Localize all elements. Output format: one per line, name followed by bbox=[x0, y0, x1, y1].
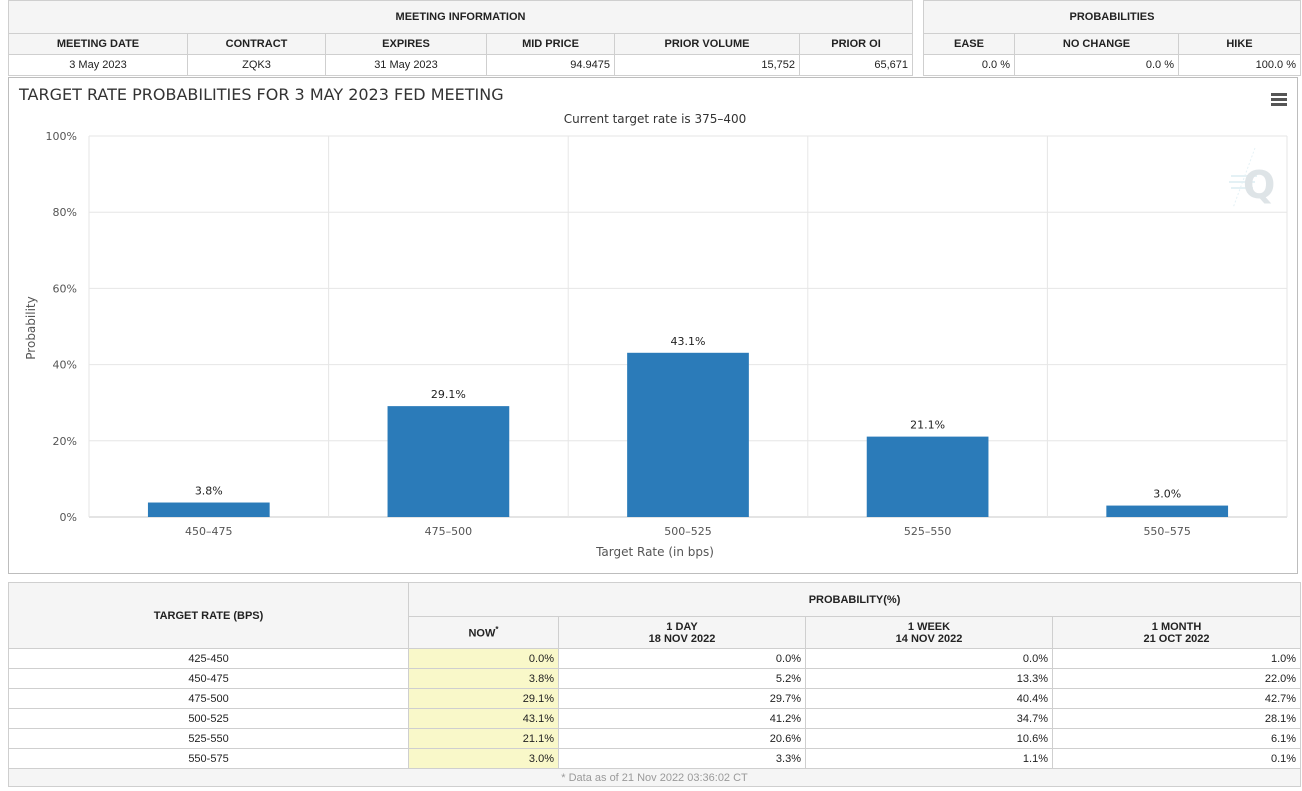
q-logo-watermark: Q bbox=[1229, 147, 1275, 209]
meeting-information-table: MEETING INFORMATION MEETING DATE CONTRAC… bbox=[7, 0, 914, 76]
table-row: 425-450 0.0% 0.0% 0.0% 1.0% bbox=[8, 648, 1302, 669]
one-month-probability-cell: 42.7% bbox=[1051, 688, 1302, 709]
mid-price-value: 94.9475 bbox=[486, 54, 615, 76]
bar-value-label: 3.0% bbox=[1153, 488, 1181, 501]
target-rate-cell: 450-475 bbox=[8, 668, 409, 689]
one-month-probability-cell: 1.0% bbox=[1051, 648, 1302, 669]
x-tick-label: 500–525 bbox=[664, 525, 712, 538]
table-row: 550-575 3.0% 3.3% 1.1% 0.1% bbox=[8, 748, 1302, 769]
contract-value: ZQK3 bbox=[187, 54, 326, 76]
meeting-information-title: MEETING INFORMATION bbox=[7, 0, 914, 34]
one-week-probability-cell: 1.1% bbox=[805, 748, 1053, 769]
one-month-probability-cell: 28.1% bbox=[1051, 708, 1302, 729]
no-change-value: 0.0 % bbox=[1014, 54, 1179, 76]
header-probability: PROBABILITY(%) bbox=[407, 582, 1302, 617]
one-day-probability-cell: 29.7% bbox=[558, 688, 806, 709]
x-tick-label: 550–575 bbox=[1143, 525, 1191, 538]
prior-oi-value: 65,671 bbox=[798, 54, 914, 76]
target-rate-cell: 500-525 bbox=[8, 708, 409, 729]
bar-value-label: 43.1% bbox=[671, 335, 706, 348]
bar[interactable] bbox=[1106, 505, 1229, 517]
one-day-probability-cell: 5.2% bbox=[558, 668, 806, 689]
table-row: 450-475 3.8% 5.2% 13.3% 22.0% bbox=[8, 668, 1302, 689]
ease-value: 0.0 % bbox=[923, 54, 1015, 76]
chart-panel: TARGET RATE PROBABILITIES FOR 3 MAY 2023… bbox=[8, 77, 1298, 574]
header-1-day: 1 DAY 18 NOV 2022 bbox=[558, 616, 806, 649]
target-rate-cell: 475-500 bbox=[8, 688, 409, 709]
header-1-month: 1 MONTH 21 OCT 2022 bbox=[1051, 616, 1302, 649]
one-week-probability-cell: 13.3% bbox=[805, 668, 1053, 689]
x-tick-label: 450–475 bbox=[185, 525, 233, 538]
one-day-probability-cell: 20.6% bbox=[558, 728, 806, 749]
one-week-probability-cell: 40.4% bbox=[805, 688, 1053, 709]
target-rate-cell: 525-550 bbox=[8, 728, 409, 749]
meeting-date-value: 3 May 2023 bbox=[8, 54, 188, 76]
one-week-probability-cell: 10.6% bbox=[805, 728, 1053, 749]
now-probability-cell: 3.0% bbox=[408, 748, 559, 769]
x-tick-label: 475–500 bbox=[425, 525, 473, 538]
header-1-week: 1 WEEK 14 NOV 2022 bbox=[805, 616, 1053, 649]
table-row: 500-525 43.1% 41.2% 34.7% 28.1% bbox=[8, 708, 1302, 729]
chart-title: TARGET RATE PROBABILITIES FOR 3 MAY 2023… bbox=[18, 85, 504, 104]
probabilities-table: PROBABILITIES EASE NO CHANGE HIKE 0.0 % … bbox=[922, 0, 1302, 76]
table-row: 475-500 29.1% 29.7% 40.4% 42.7% bbox=[8, 688, 1302, 709]
now-probability-cell: 29.1% bbox=[408, 688, 559, 709]
bar-chart: TARGET RATE PROBABILITIES FOR 3 MAY 2023… bbox=[18, 85, 1288, 559]
y-tick-label: 0% bbox=[60, 511, 77, 524]
header-hike: HIKE bbox=[1177, 33, 1302, 55]
header-contract: CONTRACT bbox=[187, 33, 326, 55]
one-month-probability-cell: 22.0% bbox=[1051, 668, 1302, 689]
y-tick-label: 100% bbox=[46, 130, 77, 143]
header-prior-volume: PRIOR VOLUME bbox=[614, 33, 800, 55]
one-month-probability-cell: 6.1% bbox=[1051, 728, 1302, 749]
target-rate-cell: 550-575 bbox=[8, 748, 409, 769]
bar-value-label: 3.8% bbox=[195, 485, 223, 498]
header-meeting-date: MEETING DATE bbox=[8, 33, 188, 55]
one-day-probability-cell: 0.0% bbox=[558, 648, 806, 669]
chart-subtitle: Current target rate is 375–400 bbox=[564, 112, 747, 126]
table-row: 525-550 21.1% 20.6% 10.6% 6.1% bbox=[8, 728, 1302, 749]
prior-volume-value: 15,752 bbox=[614, 54, 800, 76]
now-probability-cell: 43.1% bbox=[408, 708, 559, 729]
one-day-probability-cell: 3.3% bbox=[558, 748, 806, 769]
one-week-probability-cell: 0.0% bbox=[805, 648, 1053, 669]
y-tick-label: 60% bbox=[53, 282, 77, 295]
bar-value-label: 29.1% bbox=[431, 388, 466, 401]
bar[interactable] bbox=[627, 352, 749, 517]
expires-value: 31 May 2023 bbox=[325, 54, 487, 76]
header-now: NOW* bbox=[408, 616, 559, 649]
probability-history-table: TARGET RATE (BPS) PROBABILITY(%) NOW* 1 … bbox=[7, 582, 1302, 787]
y-tick-label: 40% bbox=[53, 359, 77, 372]
y-axis-title: Probability bbox=[24, 296, 38, 359]
header-mid-price: MID PRICE bbox=[486, 33, 615, 55]
hike-value: 100.0 % bbox=[1177, 54, 1302, 76]
header-ease: EASE bbox=[923, 33, 1015, 55]
one-week-probability-cell: 34.7% bbox=[805, 708, 1053, 729]
bar[interactable] bbox=[147, 502, 270, 517]
bar[interactable] bbox=[866, 436, 989, 517]
one-day-probability-cell: 41.2% bbox=[558, 708, 806, 729]
header-expires: EXPIRES bbox=[325, 33, 487, 55]
y-tick-label: 80% bbox=[53, 206, 77, 219]
x-axis-title: Target Rate (in bps) bbox=[595, 545, 714, 559]
svg-text:Q: Q bbox=[1243, 163, 1275, 207]
header-no-change: NO CHANGE bbox=[1014, 33, 1179, 55]
bar-value-label: 21.1% bbox=[910, 419, 945, 432]
data-timestamp-footnote: * Data as of 21 Nov 2022 03:36:02 CT bbox=[7, 768, 1302, 787]
header-target-rate: TARGET RATE (BPS) bbox=[8, 582, 409, 649]
y-tick-label: 20% bbox=[53, 435, 77, 448]
now-probability-cell: 21.1% bbox=[408, 728, 559, 749]
header-prior-oi: PRIOR OI bbox=[798, 33, 914, 55]
one-month-probability-cell: 0.1% bbox=[1051, 748, 1302, 769]
target-rate-cell: 425-450 bbox=[8, 648, 409, 669]
now-probability-cell: 0.0% bbox=[408, 648, 559, 669]
now-probability-cell: 3.8% bbox=[408, 668, 559, 689]
x-tick-label: 525–550 bbox=[904, 525, 952, 538]
bar[interactable] bbox=[387, 406, 510, 517]
probabilities-title: PROBABILITIES bbox=[922, 0, 1302, 34]
hamburger-menu-icon[interactable] bbox=[1271, 93, 1287, 106]
